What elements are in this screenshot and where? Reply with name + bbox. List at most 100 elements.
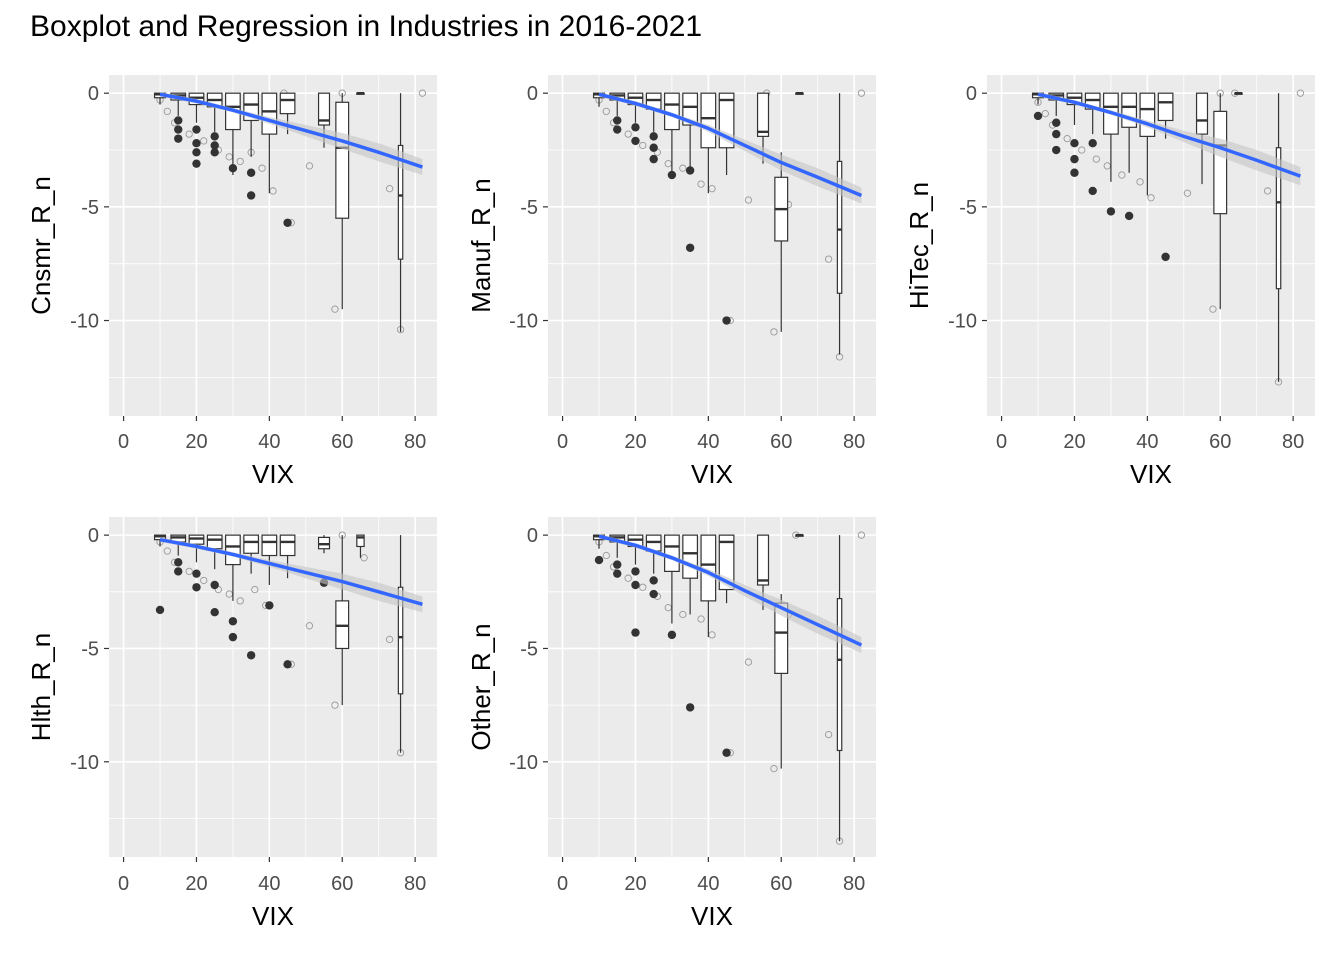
box-body [1139, 92, 1156, 137]
box-body [279, 92, 296, 115]
box-outlier [1033, 111, 1043, 121]
boxplot [356, 534, 365, 558]
scatter-point [251, 585, 259, 594]
scatter-point [744, 196, 753, 204]
box-outlier [265, 601, 274, 610]
scatter-point [1263, 187, 1272, 195]
box-body [682, 534, 699, 579]
x-axis-label: VIX [252, 459, 294, 489]
box-outlier [210, 608, 219, 617]
scatter-point [1041, 109, 1049, 118]
x-tick-label: 0 [118, 873, 129, 895]
smooth-ribbon [1038, 92, 1301, 186]
scatter-point [824, 255, 833, 263]
boxplot [700, 92, 717, 194]
box-body [317, 92, 331, 126]
scatter-point [385, 635, 394, 644]
box-outlier [613, 116, 622, 125]
box-outlier [667, 170, 677, 180]
scatter-point [1092, 155, 1100, 163]
smooth-line [598, 92, 863, 198]
box-outlier [228, 632, 238, 642]
box-outlier [685, 703, 695, 712]
scatter-point [624, 130, 632, 138]
x-tick-label: 20 [624, 431, 646, 453]
box-body [261, 534, 278, 557]
x-tick-label: 80 [1282, 431, 1304, 453]
scatter-point [1183, 189, 1192, 197]
y-tick-label: -5 [520, 638, 538, 660]
scatter-point [418, 89, 427, 97]
box-body [279, 534, 296, 557]
y-tick-label: -5 [81, 197, 99, 219]
y-tick-label: -10 [509, 311, 538, 333]
box-outlier [1052, 118, 1061, 127]
box-body [261, 92, 278, 135]
box-body [1275, 147, 1282, 290]
smooth-ribbon [599, 534, 862, 653]
scatter-point [679, 164, 687, 172]
x-tick-label: 0 [996, 431, 1007, 453]
boxplot [836, 535, 843, 842]
scatter-point [624, 574, 632, 582]
box-outlier [613, 125, 622, 134]
box-outlier [210, 132, 219, 141]
x-tick-label: 80 [843, 873, 865, 895]
box-body [836, 597, 843, 752]
scatter-point [639, 583, 647, 591]
box-outlier [667, 630, 677, 640]
box-outlier [613, 569, 622, 578]
smooth-line [159, 92, 423, 169]
scatter-point [697, 615, 705, 623]
boxplot [1234, 91, 1243, 95]
box-body [397, 144, 404, 260]
box-outlier [246, 651, 256, 660]
y-tick-label: 0 [88, 525, 99, 547]
x-axis-label: VIX [691, 459, 733, 489]
box-body [836, 160, 843, 294]
scatter-point [200, 137, 208, 145]
box-outlier [613, 560, 622, 569]
smooth-line [1037, 92, 1302, 178]
x-tick-label: 20 [185, 431, 207, 453]
box-outlier [649, 589, 658, 599]
box-outlier [631, 123, 640, 132]
box-outlier [246, 168, 256, 177]
y-tick-label: 0 [527, 83, 538, 105]
box-outlier [1088, 186, 1097, 196]
box-outlier [174, 567, 183, 576]
boxplot [836, 93, 843, 355]
x-tick-label: 40 [258, 873, 280, 895]
box-outlier [192, 159, 201, 168]
boxplot [700, 534, 717, 638]
box-outlier [210, 148, 219, 157]
boxplot [774, 152, 789, 332]
boxplot [795, 533, 804, 537]
x-tick-label: 60 [1209, 431, 1231, 453]
box-body [756, 534, 770, 586]
y-tick-label: -10 [509, 752, 538, 774]
chart-title: Boxplot and Regression in Industries in … [30, 10, 703, 43]
y-axis-label: Hlth_R_n [26, 633, 56, 741]
panel-2: 0 20 40 60 80 0 -5 -10 VIX Manuf_R_n [466, 75, 876, 489]
scatter-point [200, 576, 208, 585]
boxplot [664, 92, 680, 176]
box-outlier [228, 164, 238, 173]
box-outlier [685, 243, 695, 252]
y-tick-label: -5 [959, 197, 977, 219]
box-outlier [1070, 139, 1079, 148]
boxplot [795, 91, 804, 95]
box-outlier [685, 166, 695, 175]
x-axis-label: VIX [691, 901, 733, 931]
box-outlier [192, 148, 201, 157]
scatter-point [236, 157, 244, 166]
boxplot [279, 534, 296, 579]
scatter-point [824, 730, 833, 739]
box-outlier [1070, 154, 1079, 164]
boxplot [645, 92, 662, 132]
y-axis-label: Cnsmr_R_n [26, 176, 56, 315]
box-body [664, 534, 680, 573]
x-tick-label: 0 [557, 431, 568, 453]
box-body [1213, 110, 1228, 215]
x-tick-label: 80 [404, 873, 426, 895]
